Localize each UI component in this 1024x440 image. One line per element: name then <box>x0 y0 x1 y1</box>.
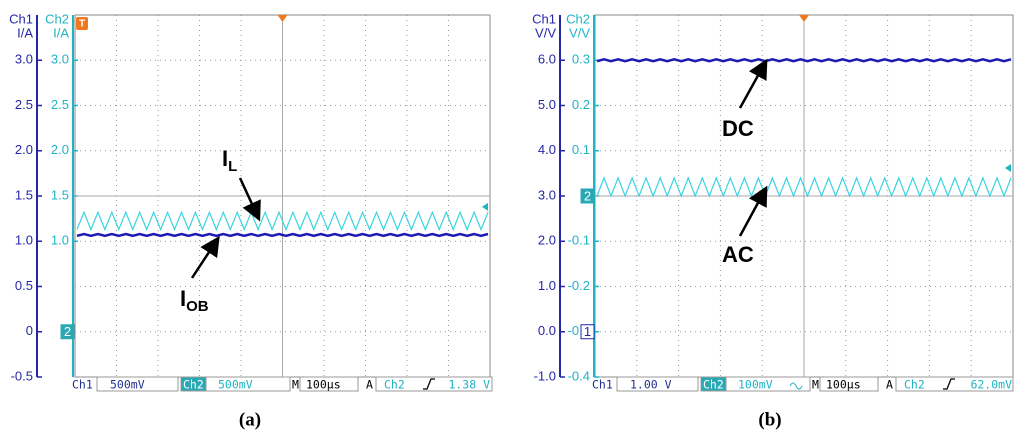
y-tick-label: 1.0 <box>15 233 33 248</box>
y2-tick-label: 2.0 <box>51 142 69 157</box>
status-text: Ch2 <box>384 378 405 392</box>
status-text: Ch1 <box>72 378 93 392</box>
annotation-subscript: OB <box>186 298 209 315</box>
status-text: 500mV <box>110 378 145 392</box>
y2-tick-label: 2.5 <box>51 97 69 112</box>
annotation-text: I <box>180 286 186 311</box>
status-text: Ch2 <box>183 378 204 392</box>
y-tick-label: 0 <box>26 323 33 338</box>
status-box <box>299 376 359 392</box>
y-tick-label: 2.0 <box>538 233 556 248</box>
y-tick-label: 5.0 <box>538 97 556 112</box>
trace <box>596 58 1012 63</box>
y2-axis-title: V/V <box>569 25 590 40</box>
trace <box>76 232 489 238</box>
y2-tick-label: -0.1 <box>568 233 590 248</box>
status-box <box>96 376 179 392</box>
annotation-text: DC <box>722 116 754 141</box>
status-text: 100mV <box>738 378 773 392</box>
y2-tick-label: -0.4 <box>568 368 590 383</box>
ground-marker <box>580 188 595 204</box>
trace <box>76 210 489 232</box>
annotation: AC <box>722 242 754 267</box>
annotation: IOB <box>180 286 209 315</box>
bandwidth-icon <box>789 382 803 390</box>
trace <box>596 176 1012 198</box>
annotation-arrow <box>738 58 768 109</box>
y-tick-label: 4.0 <box>538 142 556 157</box>
y-tick-label: 6.0 <box>538 52 556 67</box>
status-text: 62.0mV <box>970 378 1012 392</box>
y-tick-label: 2.0 <box>15 142 33 157</box>
status-text: 100µs <box>306 378 341 392</box>
y-tick-label: 1.5 <box>15 187 33 202</box>
status-box <box>895 376 1014 392</box>
status-text: Ch2 <box>703 378 724 392</box>
caption: (a) <box>239 409 261 430</box>
y-tick-label: 0.5 <box>15 278 33 293</box>
status-text: 1.38 V <box>448 378 490 392</box>
trigger-position <box>277 15 288 22</box>
y2-tick-label: 3.0 <box>51 52 69 67</box>
y2-tick-label: -0.2 <box>568 278 590 293</box>
y-tick-label: 3.0 <box>538 187 556 202</box>
slope-icon <box>423 378 435 390</box>
y2-axis-title: Ch2 <box>566 11 590 26</box>
status-text: Ch2 <box>904 378 925 392</box>
ground-marker-label: 2 <box>64 324 71 339</box>
y2-axis-title: I/A <box>53 25 69 40</box>
trigger-marker <box>76 17 88 30</box>
ground-marker-label: 1 <box>584 324 591 339</box>
annotation: IL <box>222 146 237 175</box>
status-text: 100µs <box>826 378 861 392</box>
y2-tick-label: 0.1 <box>572 142 590 157</box>
y-tick-label: 0.0 <box>538 323 556 338</box>
y-axis-title: Ch1 <box>9 11 33 26</box>
status-text: 500mV <box>218 378 253 392</box>
status-box <box>616 376 699 392</box>
y-tick-label: -1.0 <box>534 368 556 383</box>
status-text: A <box>886 378 893 392</box>
ground-marker <box>60 324 75 340</box>
annotation: DC <box>722 116 754 141</box>
caption: (b) <box>758 409 781 430</box>
status-text: M <box>812 378 819 392</box>
annotation-arrow <box>238 177 261 222</box>
status-box <box>725 376 811 392</box>
trigger-marker-label: T <box>79 19 85 30</box>
trigger-level-marker <box>1005 163 1011 172</box>
status-box <box>819 376 879 392</box>
trigger-position <box>799 15 809 22</box>
y2-tick-label: 0.2 <box>572 97 590 112</box>
status-box <box>375 376 493 392</box>
trigger-level-marker <box>482 202 488 211</box>
status-text: M <box>292 378 299 392</box>
y-tick-label: 3.0 <box>15 52 33 67</box>
ground-marker <box>580 324 595 340</box>
status-text: A <box>366 378 373 392</box>
annotation-subscript: L <box>228 158 237 175</box>
annotation-text: I <box>222 146 228 171</box>
y2-tick-label: 0.3 <box>572 52 590 67</box>
y-tick-label: 1.0 <box>538 278 556 293</box>
annotation-text: AC <box>722 242 754 267</box>
y-axis-title: I/A <box>17 25 33 40</box>
y2-tick-label: 1.0 <box>51 233 69 248</box>
status-box <box>205 376 291 392</box>
annotation-arrow <box>738 185 768 237</box>
y-axis-title: Ch1 <box>532 11 556 26</box>
slope-icon <box>943 378 955 390</box>
status-text: Ch1 <box>592 378 613 392</box>
y-axis-title: V/V <box>535 25 556 40</box>
ground-marker-label: 2 <box>584 188 591 203</box>
y2-axis-title: Ch2 <box>45 11 69 26</box>
y2-tick-label: 1.5 <box>51 187 69 202</box>
y-tick-label: -0.5 <box>11 368 33 383</box>
status-text: 1.00 V <box>630 378 672 392</box>
y-tick-label: 2.5 <box>15 97 33 112</box>
annotation-arrow <box>190 235 220 279</box>
